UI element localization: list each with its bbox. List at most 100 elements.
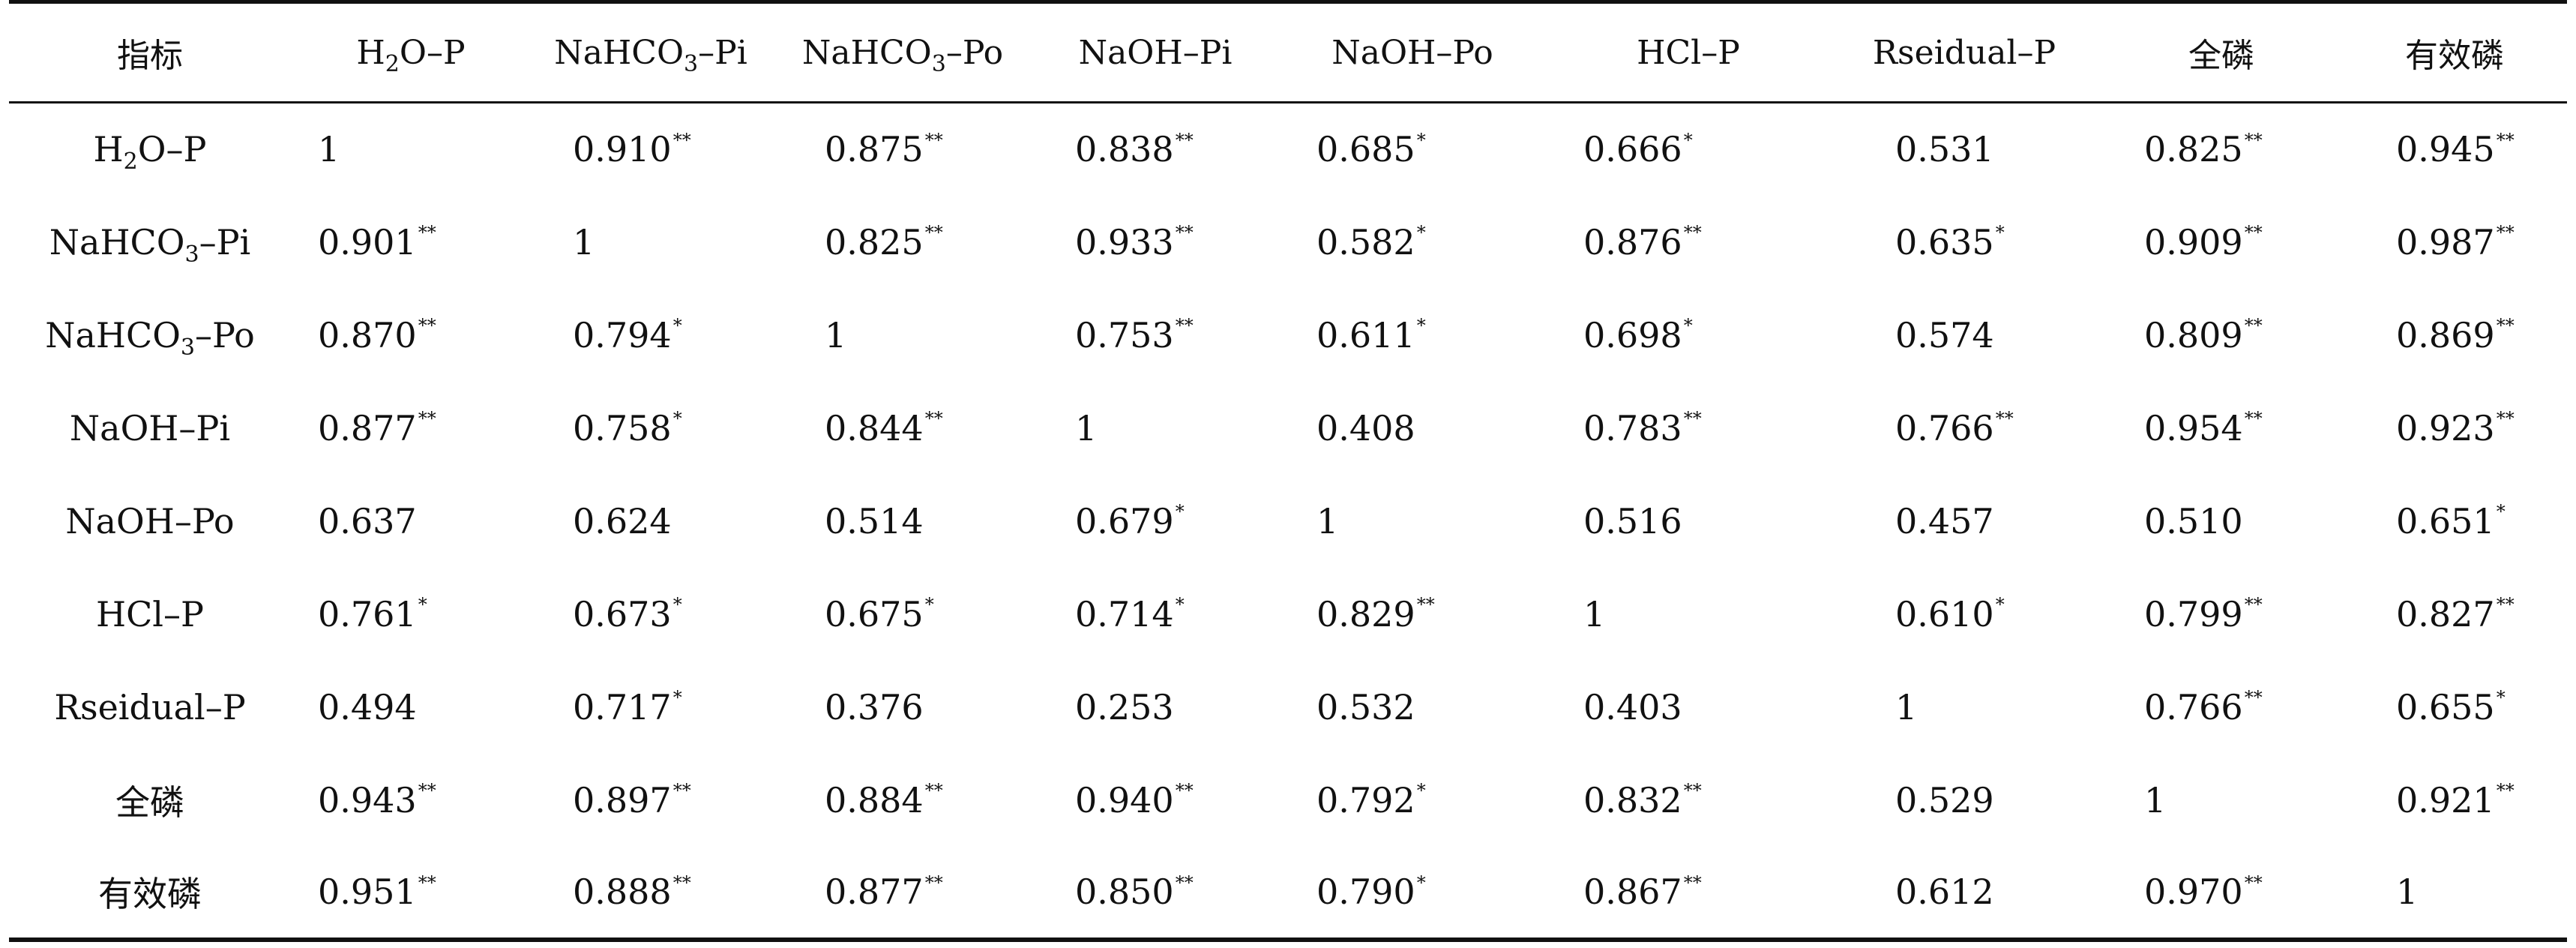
row-label: NaOH–Po — [65, 500, 235, 542]
table-row: HCl–P 0.761* 0.673* 0.675* 0.714* 0.829** 1 0.6… — [9, 568, 2567, 661]
significance-marker: ** — [418, 872, 436, 893]
column-header: NaHCO3–Po — [771, 0, 1035, 104]
cell-value: 0.875 — [825, 129, 924, 170]
cell-value: 0.809 — [2144, 314, 2243, 356]
cell-value: 1 — [2144, 779, 2167, 820]
table-cell: 0.897** — [531, 754, 771, 847]
table-cell: 0.514 — [771, 475, 1035, 568]
cell-value: 0.825 — [2144, 129, 2243, 170]
table-cell: 0.635* — [1828, 196, 2101, 289]
table-cell: 0.825** — [771, 196, 1035, 289]
table-cell: 0.531 — [1828, 103, 2101, 196]
table-cell: 0.753** — [1035, 289, 1276, 382]
table-cell: 0.877** — [291, 382, 531, 475]
table-cell: 0.875** — [771, 103, 1035, 196]
table-cell: 0.933** — [1035, 196, 1276, 289]
cell-value: 0.940 — [1075, 779, 1174, 820]
table-cell: 0.532 — [1276, 661, 1549, 754]
table-cell: 0.651* — [2342, 475, 2567, 568]
correlation-table-container: 指标 H2O–P NaHCO3–Pi NaHCO3–Po NaOH–Pi NaO… — [9, 0, 2567, 948]
table-cell: 0.909** — [2101, 196, 2342, 289]
table-cell: 0.516 — [1549, 475, 1828, 568]
significance-marker: * — [1995, 594, 2005, 616]
table-cell: 1 — [1549, 568, 1828, 661]
significance-marker: * — [672, 408, 682, 430]
table-cell: 0.987** — [2342, 196, 2567, 289]
cell-value: 0.610 — [1895, 593, 1994, 634]
table-cell: 0.685* — [1276, 103, 1549, 196]
cell-value: 0.516 — [1583, 500, 1682, 542]
column-header: HCl–P — [1549, 0, 1828, 104]
table-row: Rseidual–P 0.494 0.717* 0.376 0.253 0.532 0.40… — [9, 661, 2567, 754]
cell-value: 0.574 — [1895, 314, 1994, 356]
cell-value: 0.685 — [1316, 129, 1415, 170]
cell-value: 0.666 — [1583, 129, 1682, 170]
significance-marker: * — [1416, 315, 1426, 337]
table-cell: 1 — [1828, 661, 2101, 754]
significance-marker: ** — [1175, 872, 1194, 893]
significance-marker: ** — [924, 129, 943, 151]
cell-value: 0.457 — [1895, 500, 1994, 542]
significance-marker: * — [924, 594, 934, 616]
table-cell: 0.844** — [771, 382, 1035, 475]
cell-value: 0.510 — [2144, 500, 2243, 542]
cell-value: 0.954 — [2144, 407, 2243, 448]
significance-marker: ** — [672, 780, 691, 802]
cell-value: 0.888 — [573, 872, 672, 912]
cell-value: 0.877 — [825, 872, 924, 912]
table-cell: 0.943** — [291, 754, 531, 847]
cell-value: 0.253 — [1075, 686, 1174, 728]
table-cell: 0.809** — [2101, 289, 2342, 382]
significance-marker: ** — [672, 129, 691, 151]
significance-marker: ** — [924, 872, 943, 893]
table-cell: 1 — [771, 289, 1035, 382]
cell-value: 0.494 — [318, 686, 417, 728]
significance-marker: * — [1416, 872, 1426, 893]
table-cell: 0.610* — [1828, 568, 2101, 661]
table-cell: 0.624 — [531, 475, 771, 568]
cell-value: 0.514 — [825, 500, 924, 542]
cell-value: 0.408 — [1316, 407, 1415, 448]
table-cell: 0.457 — [1828, 475, 2101, 568]
corner-header: 指标 — [9, 0, 291, 104]
table-cell: 0.951** — [291, 846, 531, 942]
cell-value: 0.970 — [2144, 872, 2243, 912]
significance-marker: ** — [2244, 594, 2263, 616]
table-body: H2O–P 1 0.910** 0.875** 0.838** 0.685* 0.666* 0… — [9, 103, 2567, 942]
column-header: Rseidual–P — [1828, 0, 2101, 104]
significance-marker: ** — [2244, 408, 2263, 430]
significance-marker: ** — [924, 408, 943, 430]
cell-value: 0.655 — [2396, 686, 2495, 728]
significance-marker: ** — [2244, 222, 2263, 244]
cell-value: 0.612 — [1895, 872, 1994, 912]
cell-value: 0.624 — [573, 500, 672, 542]
significance-marker: ** — [1683, 408, 1702, 430]
cell-value: 0.675 — [825, 593, 924, 634]
significance-marker: ** — [2496, 129, 2515, 151]
cell-value: 0.783 — [1583, 407, 1682, 448]
table-cell: 0.869** — [2342, 289, 2567, 382]
cell-value: 0.943 — [318, 779, 417, 820]
cell-value: 0.921 — [2396, 779, 2495, 820]
table-cell: 0.794* — [531, 289, 771, 382]
cell-value: 0.901 — [318, 221, 417, 262]
significance-marker: ** — [2496, 315, 2515, 337]
table-cell: 0.921** — [2342, 754, 2567, 847]
significance-marker: * — [1683, 315, 1693, 337]
significance-marker: * — [672, 315, 682, 337]
significance-marker: ** — [2244, 129, 2263, 151]
cell-value: 0.582 — [1316, 221, 1415, 262]
table-cell: 0.870** — [291, 289, 531, 382]
table-cell: 0.637 — [291, 475, 531, 568]
significance-marker: * — [2496, 501, 2506, 523]
cell-value: 0.829 — [1316, 593, 1415, 634]
cell-value: 0.717 — [573, 686, 672, 728]
significance-marker: ** — [1175, 129, 1194, 151]
cell-value: 0.529 — [1895, 779, 1994, 820]
cell-value: 0.714 — [1075, 593, 1174, 634]
cell-value: 0.933 — [1075, 221, 1174, 262]
significance-marker: * — [672, 687, 682, 709]
table-cell: 1 — [531, 196, 771, 289]
cell-value: 0.869 — [2396, 314, 2495, 356]
table-row: H2O–P 1 0.910** 0.875** 0.838** 0.685* 0.666* 0… — [9, 103, 2567, 196]
